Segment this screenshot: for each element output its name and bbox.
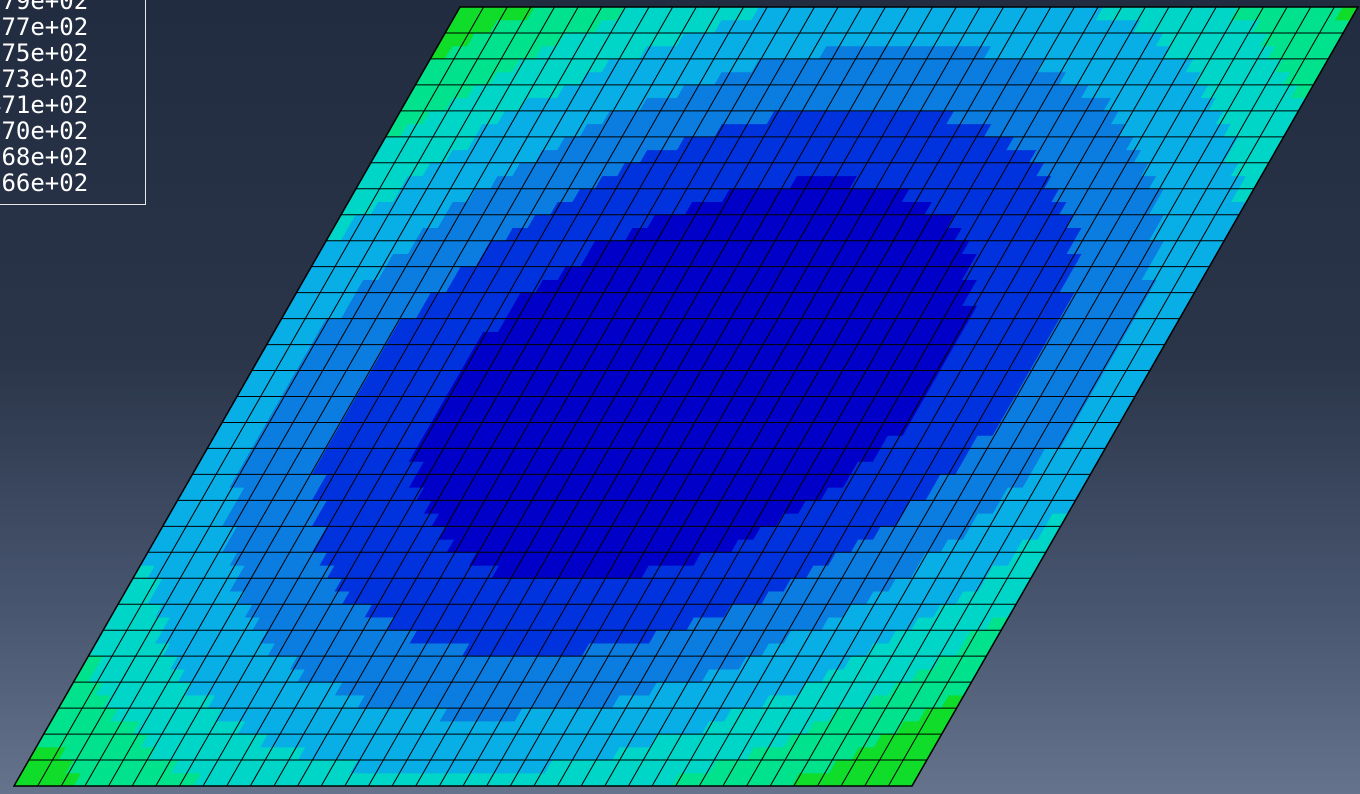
legend-value: 070e+02 [0,117,89,145]
legend-value: 471e+02 [0,91,89,119]
legend-value: 677e+02 [0,13,89,41]
legend-value: 668e+02 [0,143,89,171]
legend-value: 079e+02 [0,0,89,15]
legend-value: 873e+02 [0,65,89,93]
